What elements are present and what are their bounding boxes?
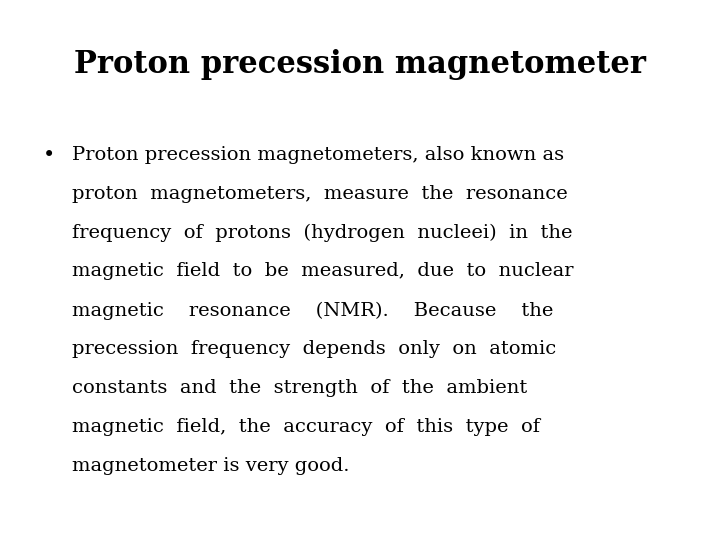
Text: Proton precession magnetometers, also known as: Proton precession magnetometers, also kn…: [72, 146, 564, 164]
Text: •: •: [43, 146, 55, 165]
Text: proton  magnetometers,  measure  the  resonance: proton magnetometers, measure the resona…: [72, 185, 568, 202]
Text: magnetic    resonance    (NMR).    Because    the: magnetic resonance (NMR). Because the: [72, 301, 554, 320]
Text: precession  frequency  depends  only  on  atomic: precession frequency depends only on ato…: [72, 340, 557, 358]
Text: magnetometer is very good.: magnetometer is very good.: [72, 457, 349, 475]
Text: frequency  of  protons  (hydrogen  nucleei)  in  the: frequency of protons (hydrogen nucleei) …: [72, 224, 572, 242]
Text: constants  and  the  strength  of  the  ambient: constants and the strength of the ambien…: [72, 379, 527, 397]
Text: magnetic  field,  the  accuracy  of  this  type  of: magnetic field, the accuracy of this typ…: [72, 418, 540, 436]
Text: magnetic  field  to  be  measured,  due  to  nuclear: magnetic field to be measured, due to nu…: [72, 262, 574, 280]
Text: Proton precession magnetometer: Proton precession magnetometer: [74, 49, 646, 79]
